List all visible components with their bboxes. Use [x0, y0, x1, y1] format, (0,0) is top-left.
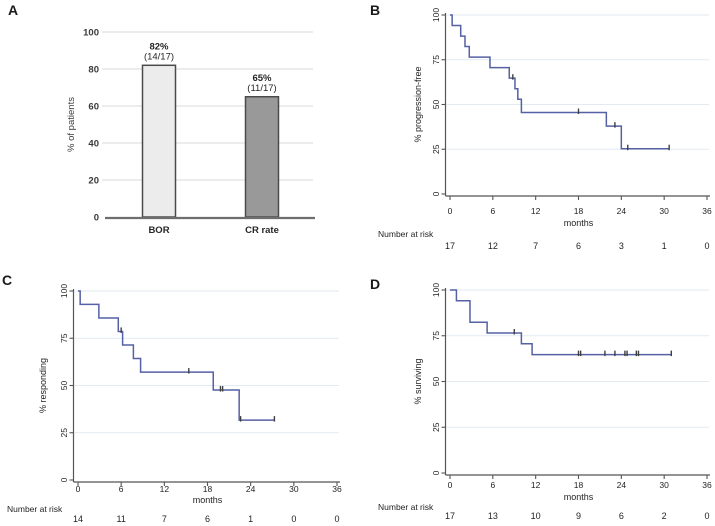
number-at-risk-value: 7 — [533, 241, 538, 251]
x-tick-label: 24 — [617, 206, 627, 216]
x-tick-label: 18 — [574, 206, 584, 216]
y-axis-title: % surviving — [413, 358, 423, 404]
x-tick-label: 24 — [246, 484, 256, 494]
panel-c-km-responding: C 0 25 50 75 100 0 14 6 11 12 7 18 6 24 1 30 0 36 0 months%… — [0, 262, 360, 526]
x-tick-label: 30 — [659, 206, 669, 216]
panel-a-bar-chart: A 0 20 40 60 80 100 % of patients 82% (14/17) BOR… — [0, 0, 360, 262]
number-at-risk-value: 0 — [291, 514, 296, 524]
y-tick-label: 50 — [59, 381, 69, 391]
y-tick-label: 100 — [431, 283, 441, 297]
y-axis-title: % progression-free — [413, 66, 423, 142]
panel-a-letter: A — [8, 2, 19, 18]
number-at-risk-value: 10 — [531, 511, 541, 521]
y-tick-label: 20 — [88, 176, 99, 187]
y-tick-label: 75 — [59, 333, 69, 343]
y-tick-label: 75 — [431, 55, 441, 65]
bar — [244, 96, 280, 218]
y-tick-label: 75 — [431, 331, 441, 341]
number-at-risk-value: 9 — [576, 511, 581, 521]
panel-c-letter: C — [2, 272, 13, 288]
km-survival-curve — [450, 14, 670, 150]
number-at-risk-value: 6 — [576, 241, 581, 251]
y-axis-title: % of patients — [66, 97, 77, 152]
x-tick-label: 6 — [490, 206, 495, 216]
number-at-risk-value: 6 — [205, 514, 210, 524]
x-axis-title: months — [193, 495, 223, 505]
x-tick-label: 6 — [119, 484, 124, 494]
panel-b-letter: B — [370, 2, 381, 18]
x-tick-label: 30 — [659, 480, 669, 490]
km-survival-curve — [450, 289, 672, 356]
y-tick-label: 40 — [88, 139, 99, 150]
bar-value-label: 82% — [149, 41, 169, 52]
x-tick-label: 0 — [448, 206, 453, 216]
number-at-risk-value: 2 — [662, 511, 667, 521]
x-tick-label: 18 — [574, 480, 584, 490]
y-tick-label: 60 — [88, 102, 99, 113]
number-at-risk-value: 0 — [704, 511, 709, 521]
y-tick-label: 80 — [88, 65, 99, 76]
number-at-risk-value: 17 — [445, 241, 455, 251]
y-tick-label: 0 — [431, 470, 441, 475]
number-at-risk-label: Number at risk — [378, 229, 434, 239]
number-at-risk-value: 0 — [704, 241, 709, 251]
number-at-risk-value: 7 — [162, 514, 167, 524]
x-tick-label: 30 — [289, 484, 299, 494]
km-chart-canvas: 0 25 50 75 100 0 17 6 13 12 10 18 9 24 6 30 2 36 0 months % … — [378, 283, 712, 521]
y-tick-label: 0 — [94, 213, 99, 224]
x-tick-label: 36 — [332, 484, 342, 494]
number-at-risk-value: 1 — [248, 514, 253, 524]
number-at-risk-value: 11 — [116, 514, 125, 524]
y-tick-label: 100 — [59, 284, 69, 298]
number-at-risk-value: 6 — [619, 511, 624, 521]
number-at-risk-label: Number at risk — [7, 504, 63, 514]
x-tick-label: 24 — [617, 480, 627, 490]
bar-chart-canvas: 0 20 40 60 80 100 % of patients 82%(14/17) BOR 65… — [66, 28, 315, 236]
km-chart-canvas: 0 25 50 75 100 0 17 6 12 12 7 18 6 24 3 30 1 36 0 months % p… — [378, 8, 712, 251]
panel-d-letter: D — [370, 276, 381, 292]
x-tick-label: 6 — [490, 480, 495, 490]
bar-value-label: 65% — [252, 73, 272, 84]
y-tick-label: 100 — [431, 8, 441, 22]
x-tick-label: 12 — [531, 206, 541, 216]
number-at-risk-value: 12 — [488, 241, 498, 251]
y-axis-title: % responding — [38, 358, 48, 413]
km-chart-canvas: 0 25 50 75 100 0 14 6 11 12 7 18 6 24 1 30 0 36 0 months % r… — [7, 284, 342, 524]
y-tick-label: 0 — [59, 477, 69, 482]
x-category-label: BOR — [148, 225, 169, 236]
y-tick-label: 25 — [431, 422, 441, 432]
km-survival-curve — [78, 290, 275, 421]
y-tick-label: 25 — [59, 428, 69, 438]
x-tick-label: 0 — [448, 480, 453, 490]
number-at-risk-value: 3 — [619, 241, 624, 251]
y-tick-label: 50 — [431, 377, 441, 387]
x-axis-title: months — [564, 218, 594, 228]
panel-d-km-surviving: D 0 25 50 75 100 0 17 6 13 12 10 18 9 24 6 30 2 36 0 months… — [360, 262, 715, 526]
number-at-risk-value: 1 — [662, 241, 667, 251]
bar-fraction-label: (11/17) — [247, 83, 276, 94]
y-tick-label: 0 — [431, 191, 441, 196]
bar-fraction-label: (14/17) — [144, 51, 174, 62]
x-tick-label: 18 — [203, 484, 213, 494]
number-at-risk-value: 13 — [488, 511, 498, 521]
bar — [141, 64, 177, 218]
number-at-risk-value: 0 — [334, 514, 339, 524]
x-tick-label: 36 — [702, 206, 712, 216]
y-tick-label: 100 — [83, 28, 99, 39]
x-axis-title: months — [564, 492, 594, 502]
number-at-risk-label: Number at risk — [378, 502, 434, 512]
y-tick-label: 25 — [431, 144, 441, 154]
x-tick-label: 0 — [76, 484, 81, 494]
panel-b-km-progression-free: B 0 25 50 75 100 0 17 6 12 12 7 18 6 24 3 30 1 36 0 months%… — [360, 0, 715, 262]
number-at-risk-value: 17 — [445, 511, 455, 521]
x-tick-label: 12 — [531, 480, 541, 490]
x-tick-label: 12 — [160, 484, 170, 494]
y-tick-label: 50 — [431, 100, 441, 110]
x-category-label: CR rate — [245, 225, 279, 236]
x-tick-label: 36 — [702, 480, 712, 490]
number-at-risk-value: 14 — [73, 514, 83, 524]
